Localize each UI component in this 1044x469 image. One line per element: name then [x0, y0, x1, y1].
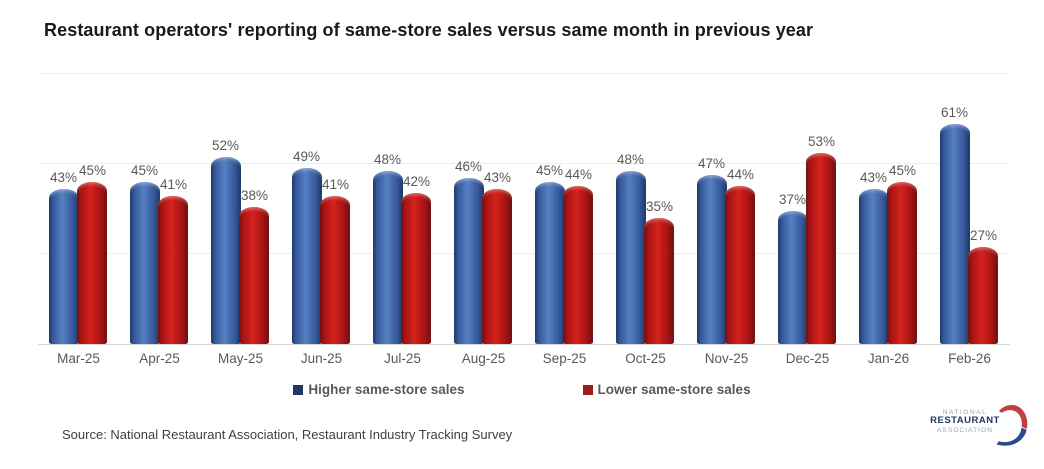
value-label-lower: 27%	[969, 227, 998, 243]
bar-lower	[967, 246, 998, 344]
bar-lower	[724, 185, 755, 344]
bar-higher	[615, 171, 646, 344]
nra-logo-text: NATIONAL RESTAURANT ASSOCIATION	[920, 409, 1010, 435]
value-label-higher: 48%	[373, 152, 402, 168]
value-label-higher: 45%	[130, 163, 159, 178]
value-label-lower: 44%	[564, 166, 593, 182]
gridline	[38, 253, 1010, 254]
bar-groups-container: 43% 45% Mar-25 45% 41% Apr-25 52% 38% May-25 49% 4…	[38, 60, 1010, 366]
bar-group: 37% 53% Dec-25	[767, 60, 848, 366]
bar-higher	[858, 189, 889, 344]
bar-group: 43% 45% Mar-25	[38, 60, 119, 366]
legend-marker-higher-icon	[293, 384, 304, 395]
category-label: Aug-25	[461, 351, 506, 366]
bar-lower	[886, 182, 917, 344]
gridline	[38, 163, 1010, 164]
bar-group: 47% 44% Nov-25	[686, 60, 767, 366]
bar-higher	[291, 167, 322, 344]
bar-group: 61% 27% Feb-26	[929, 60, 1010, 366]
chart-title: Restaurant operators' reporting of same-…	[44, 20, 814, 40]
value-label-higher: 37%	[778, 191, 807, 207]
value-label-higher: 48%	[616, 152, 645, 168]
value-label-higher: 47%	[697, 155, 726, 171]
nra-logo: NATIONAL RESTAURANT ASSOCIATION	[920, 401, 1038, 453]
category-label: Apr-25	[139, 351, 180, 366]
logo-restaurant-label: RESTAURANT	[930, 415, 1000, 427]
logo-swoosh-icon	[996, 405, 1028, 446]
bar-higher	[696, 174, 727, 344]
bar-lower	[319, 196, 350, 344]
value-label-lower: 41%	[159, 177, 188, 193]
value-label-lower: 41%	[321, 177, 350, 193]
value-label-higher: 43%	[859, 170, 888, 186]
bar-group: 46% 43% Aug-25	[443, 60, 524, 366]
bar-lower	[805, 153, 836, 344]
bar-higher	[939, 124, 970, 344]
category-label: Oct-25	[625, 351, 666, 366]
category-label: Mar-25	[57, 351, 100, 366]
bar-higher	[48, 189, 79, 344]
value-label-lower: 45%	[78, 163, 107, 178]
category-label: Jun-25	[300, 351, 343, 366]
bar-higher	[372, 171, 403, 344]
value-label-lower: 45%	[888, 163, 917, 178]
category-label: Jul-25	[384, 351, 421, 366]
value-label-lower: 38%	[240, 188, 269, 204]
value-label-higher: 43%	[49, 170, 78, 186]
legend-label-lower: Lower same-store sales	[597, 382, 751, 397]
bar-lower	[157, 196, 188, 344]
legend-label-higher: Higher same-store sales	[308, 382, 465, 397]
value-label-lower: 35%	[645, 199, 674, 214]
bar-lower	[643, 218, 674, 344]
bar-higher	[777, 210, 808, 344]
legend: Higher same-store sales Lower same-store…	[0, 382, 1044, 397]
value-label-lower: 42%	[402, 173, 431, 189]
bar-lower	[400, 192, 431, 344]
value-label-higher: 46%	[454, 159, 483, 175]
bar-higher	[210, 156, 241, 344]
bar-group: 43% 45% Jan-26	[848, 60, 929, 366]
category-label: Dec-25	[785, 351, 830, 366]
bar-higher	[453, 178, 484, 344]
value-label-higher: 45%	[535, 163, 564, 178]
category-label: Jan-26	[867, 351, 910, 366]
value-label-lower: 53%	[807, 134, 836, 150]
category-label: Sep-25	[542, 351, 587, 366]
bar-higher	[534, 182, 565, 344]
source-note: Source: National Restaurant Association,…	[62, 427, 513, 442]
value-label-lower: 44%	[726, 166, 755, 182]
gridline	[38, 73, 1010, 74]
category-label: Feb-26	[948, 351, 991, 366]
logo-association-label: ASSOCIATION	[936, 427, 994, 435]
category-label: Nov-25	[704, 351, 749, 366]
bar-group: 52% 38% May-25	[200, 60, 281, 366]
value-label-higher: 49%	[292, 148, 321, 164]
bar-group: 45% 44% Sep-25	[524, 60, 605, 366]
plot-area: 43% 45% Mar-25 45% 41% Apr-25 52% 38% May-25 49% 4…	[38, 60, 1010, 366]
category-label: May-25	[217, 351, 263, 366]
bar-lower	[481, 189, 512, 344]
bar-group: 48% 35% Oct-25	[605, 60, 686, 366]
bar-group: 45% 41% Apr-25	[119, 60, 200, 366]
bar-group: 49% 41% Jun-25	[281, 60, 362, 366]
bar-lower	[238, 207, 269, 344]
value-label-lower: 43%	[483, 170, 512, 186]
value-label-higher: 61%	[940, 105, 969, 121]
legend-item-lower: Lower same-store sales	[582, 382, 751, 397]
value-label-higher: 52%	[211, 137, 240, 153]
bar-lower	[76, 182, 107, 344]
bar-higher	[129, 182, 160, 344]
bar-group: 48% 42% Jul-25	[362, 60, 443, 366]
bar-lower	[562, 185, 593, 344]
legend-marker-lower-icon	[582, 384, 593, 395]
logo-national-label: NATIONAL	[942, 409, 988, 416]
legend-item-higher: Higher same-store sales	[293, 382, 465, 397]
